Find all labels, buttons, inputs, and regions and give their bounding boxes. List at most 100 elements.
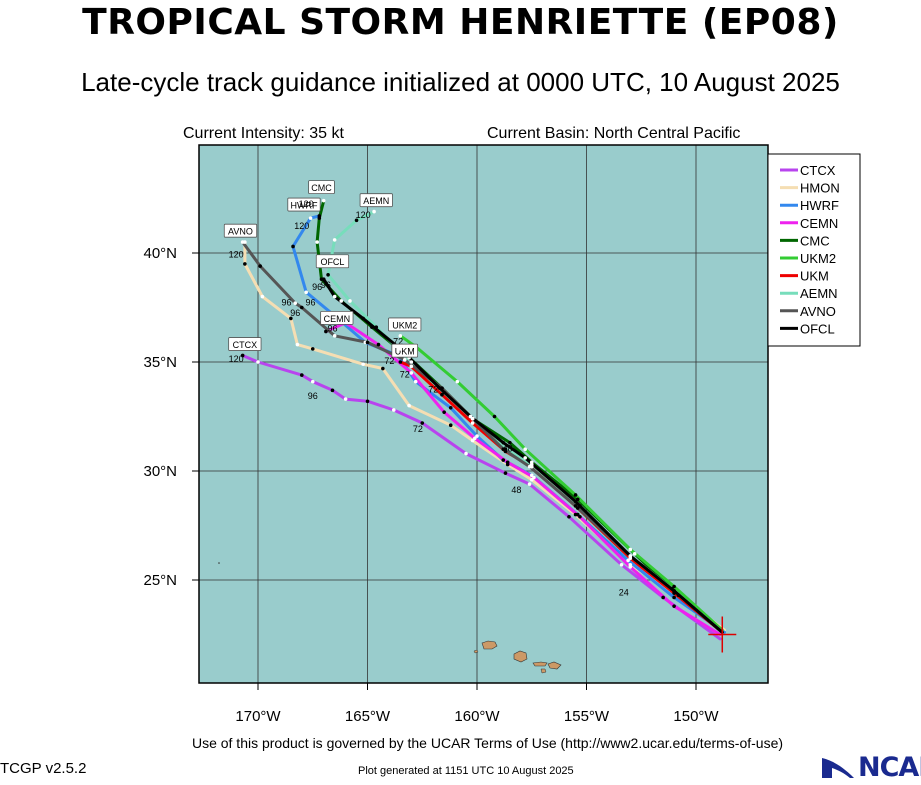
island-kauai [481,640,498,650]
forecast-hour-label: 120 [229,249,244,259]
island-molokai [532,661,548,667]
legend-label-ctcx: CTCX [800,163,836,178]
forecast-hour-label: 96 [312,282,322,292]
track-point [527,482,532,486]
forecast-hour-label: 24 [619,587,629,597]
track-point [661,595,665,600]
track-point [348,299,352,303]
track-point [374,325,379,329]
version-label: TCGP v2.5.2 [0,760,87,777]
track-point [372,209,376,214]
track-point [573,493,578,497]
legend[interactable]: CTCX HMON HWRF CEMN CMC UKM2 UKM AEMN AVNO OFCL [767,153,861,347]
track-point [310,379,315,384]
track-point [365,340,370,345]
model-tag-label: CMC [311,183,332,193]
track-point [420,421,425,425]
track-point [330,388,335,393]
lon-tick-label: 155°W [564,708,610,725]
lon-tick-label: 150°W [673,708,719,725]
track-hwrf [291,214,726,634]
track-point [529,473,534,478]
legend-label-avno: AVNO [800,304,836,319]
track-point [672,584,676,589]
track-point [300,373,304,377]
track-point [505,460,510,465]
forecast-hour-label: 96 [281,297,291,307]
legend-label-ofcl: OFCL [800,321,835,336]
page-title: TROPICAL STORM HENRIETTE (EP08) [82,2,839,43]
model-tag-box [223,223,258,238]
model-tag-label: HWRF [290,201,317,211]
track-point [619,562,624,567]
track-point [672,595,676,600]
track-point [464,451,468,456]
track-point [670,586,674,591]
model-tag-box [359,193,393,208]
lon-tick-label: 160°W [454,708,500,725]
track-point [470,416,475,421]
track-point [523,456,527,460]
track-point [448,405,453,410]
track-point [442,410,446,414]
legend-label-aemn: AEMN [800,286,838,301]
forecast-hour-label: 72 [384,356,394,366]
ncar-logo-icon [822,758,854,778]
track-point [365,399,370,404]
track-point [260,294,265,299]
forecast-hour-label: 120 [229,354,244,364]
lon-tick-label: 170°W [235,708,281,725]
lat-tick-label: 35°N [143,354,177,371]
track-point [308,216,313,220]
track-point [402,358,407,362]
track-point [527,464,532,469]
track-point [501,440,506,445]
track-point [398,334,403,338]
track-point [398,347,403,351]
track-point [409,371,414,375]
model-tag-box [315,254,350,269]
track-ofcl [322,277,724,634]
forecast-hour-label: 72 [393,337,403,347]
track-point [354,218,359,223]
track-point [240,240,245,244]
track-point [398,360,403,364]
forecast-hour-label: 96 [290,308,300,318]
forecast-hour-label: 96 [308,391,318,401]
track-point [470,421,475,425]
track-point [437,386,442,390]
track-point [289,316,293,321]
track-point [291,244,295,249]
track-point [632,552,637,556]
ncar-logo[interactable]: NCAR [818,748,921,783]
island-lanai [540,668,547,674]
forecast-hour-label: 120 [294,221,309,231]
track-point [332,238,337,242]
track-point [455,379,460,384]
track-point [672,604,676,608]
track-point [324,329,328,334]
track-point [448,423,453,428]
track-point [407,403,411,408]
track-point [508,440,512,445]
track-point [315,240,319,244]
track-point [326,273,330,277]
model-tag-label: AVNO [228,227,253,237]
track-point [343,397,348,401]
island-niihau [473,649,479,654]
track-point [578,504,582,508]
forecast-hour-label: 72 [428,385,438,395]
forecast-hour-label: 72 [400,369,410,379]
storm-position-marker [708,616,737,653]
track-point [575,506,580,510]
track-point [361,316,365,321]
track-point [628,547,633,552]
legend-box [767,153,861,347]
track-point [391,408,396,412]
track-point [317,216,322,220]
track-point [339,299,344,303]
track-point [578,514,582,519]
model-tag-label: CEMN [324,314,351,324]
track-point [468,414,473,419]
